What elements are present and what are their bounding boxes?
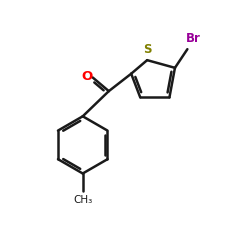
Text: O: O: [82, 70, 93, 83]
Text: Br: Br: [186, 32, 201, 46]
Text: S: S: [143, 43, 152, 56]
Text: CH₃: CH₃: [73, 194, 92, 204]
